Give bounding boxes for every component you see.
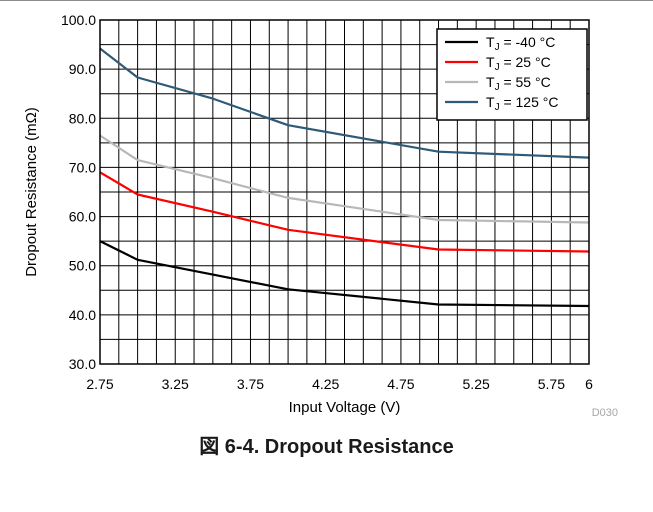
legend-box: [436, 28, 588, 121]
series-line-0: [99, 240, 590, 308]
x-tick-labels: 2.75 3.25 3.75 4.25 4.75 5.25 5.75 6: [86, 376, 593, 392]
y-tick-labels: 30.0 40.0 50.0 60.0 70.0 80.0 90.0 100.0: [61, 12, 96, 372]
x-tick-label: 2.75: [86, 376, 113, 392]
figure-caption: 図 6-4. Dropout Resistance: [199, 436, 454, 458]
x-tick-label: 3.75: [237, 376, 264, 392]
y-tick-label: 80.0: [69, 110, 96, 126]
legend-label-2: TJ = 55 °C: [486, 74, 551, 93]
y-tick-label: 40.0: [69, 307, 96, 323]
x-tick-label: 3.25: [162, 376, 189, 392]
x-tick-label: 5.75: [538, 376, 565, 392]
y-tick-label: 100.0: [61, 12, 96, 28]
legend-label-0: TJ = -40 °C: [486, 34, 555, 53]
figure-id: D030: [592, 407, 618, 419]
x-tick-label: 4.75: [387, 376, 414, 392]
legend-label-3: TJ = 125 °C: [486, 94, 558, 113]
y-tick-label: 60.0: [69, 209, 96, 225]
series-line-2: [99, 134, 590, 224]
y-axis-label: Dropout Resistance (mΩ): [23, 107, 40, 277]
y-tick-label: 90.0: [69, 61, 96, 77]
series-line-1: [99, 171, 590, 253]
legend-label-1: TJ = 25 °C: [486, 54, 551, 73]
legend: TJ = -40 °CTJ = 25 °CTJ = 55 °CTJ = 125 …: [436, 28, 588, 121]
x-tick-label: 6: [585, 376, 593, 392]
series-lines: [99, 47, 590, 308]
y-tick-label: 70.0: [69, 159, 96, 175]
x-tick-label: 5.25: [463, 376, 490, 392]
x-axis-label: Input Voltage (V): [289, 399, 401, 416]
plot-frame: [99, 19, 590, 365]
top-rule: [0, 0, 653, 1]
x-tick-label: 4.25: [312, 376, 339, 392]
y-tick-label: 50.0: [69, 258, 96, 274]
series-line-3: [99, 47, 590, 159]
y-tick-label: 30.0: [69, 356, 96, 372]
